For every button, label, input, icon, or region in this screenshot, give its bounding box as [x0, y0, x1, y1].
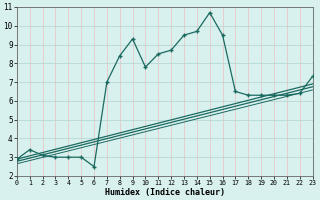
X-axis label: Humidex (Indice chaleur): Humidex (Indice chaleur) — [105, 188, 225, 197]
